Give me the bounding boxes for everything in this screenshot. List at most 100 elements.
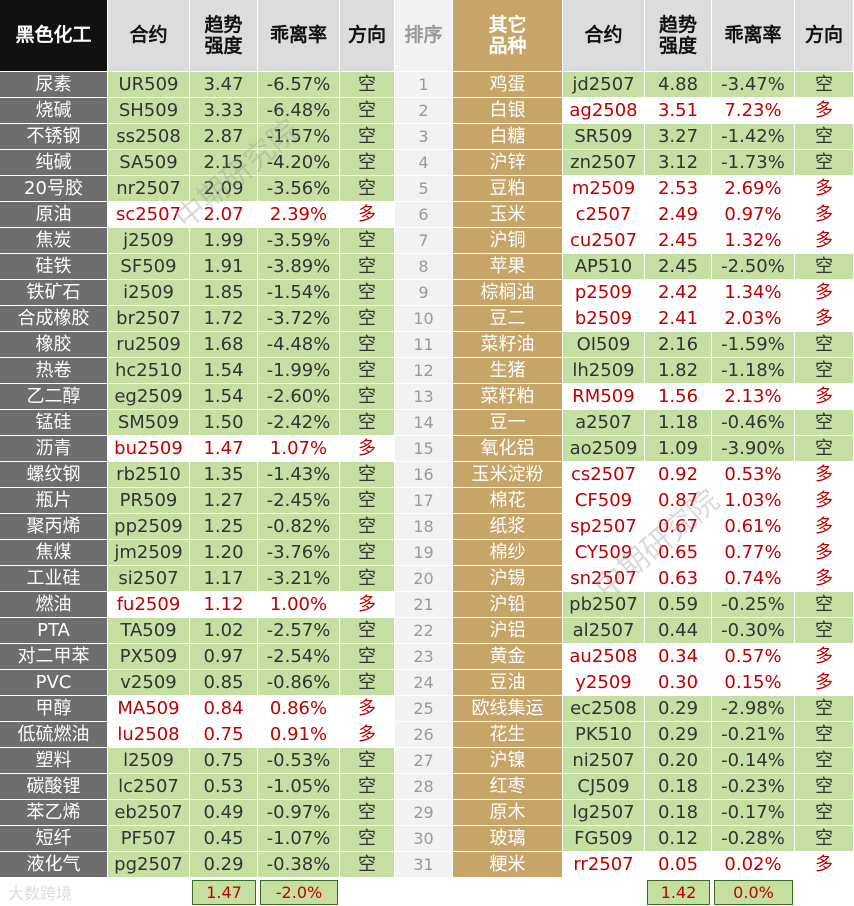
strength-cell: 0.92 — [645, 462, 712, 488]
rank-cell: 29 — [395, 800, 453, 826]
direction-cell: 多 — [795, 280, 854, 306]
name-cell: 短纤 — [0, 826, 108, 852]
strength-cell: 0.44 — [645, 618, 712, 644]
deviation-cell: -3.21% — [258, 566, 340, 592]
contract-cell: m2509 — [563, 176, 645, 202]
name-cell: 对二甲苯 — [0, 644, 108, 670]
strength-cell: 0.34 — [645, 644, 712, 670]
rank-cell: 21 — [395, 592, 453, 618]
contract-cell: b2509 — [563, 306, 645, 332]
header-cell: 方向 — [340, 0, 395, 72]
rank-cell: 2 — [395, 98, 453, 124]
rank-cell: 16 — [395, 462, 453, 488]
contract-cell: zn2507 — [563, 150, 645, 176]
strength-cell: 1.54 — [190, 384, 258, 410]
strength-cell: 0.20 — [645, 748, 712, 774]
deviation-cell: 0.53% — [712, 462, 795, 488]
name-cell: 瓶片 — [0, 488, 108, 514]
name-cell: 花生 — [453, 722, 563, 748]
direction-cell: 空 — [795, 410, 854, 436]
deviation-cell: 2.03% — [712, 306, 795, 332]
strength-cell: 1.50 — [190, 410, 258, 436]
contract-cell: sc2507 — [108, 202, 190, 228]
direction-cell: 多 — [795, 540, 854, 566]
direction-cell: 多 — [340, 436, 395, 462]
deviation-cell: -6.57% — [258, 72, 340, 98]
direction-cell: 空 — [340, 306, 395, 332]
direction-cell: 多 — [795, 670, 854, 696]
name-cell: 沪锡 — [453, 566, 563, 592]
header-cell: 趋势 强度 — [190, 0, 258, 72]
name-cell: 液化气 — [0, 852, 108, 878]
contract-cell: SH509 — [108, 98, 190, 124]
contract-cell: y2509 — [563, 670, 645, 696]
direction-cell: 空 — [795, 800, 854, 826]
rank-cell: 27 — [395, 748, 453, 774]
deviation-cell: -3.90% — [712, 436, 795, 462]
deviation-cell: -0.23% — [712, 774, 795, 800]
name-cell: 乙二醇 — [0, 384, 108, 410]
deviation-cell: 2.69% — [712, 176, 795, 202]
contract-cell: au2508 — [563, 644, 645, 670]
name-cell: 合成橡胶 — [0, 306, 108, 332]
deviation-cell: -2.98% — [712, 696, 795, 722]
deviation-cell: 2.13% — [712, 384, 795, 410]
contract-cell: PR509 — [108, 488, 190, 514]
deviation-cell: -2.57% — [258, 618, 340, 644]
logo: 大数跨境 — [8, 884, 73, 903]
name-cell: 尿素 — [0, 72, 108, 98]
strength-cell: 1.91 — [190, 254, 258, 280]
direction-cell: 空 — [795, 774, 854, 800]
name-cell: 白银 — [453, 98, 563, 124]
contract-cell: eb2507 — [108, 800, 190, 826]
deviation-cell: 1.00% — [258, 592, 340, 618]
contract-cell: ru2509 — [108, 332, 190, 358]
rank-cell: 24 — [395, 670, 453, 696]
rank-cell: 5 — [395, 176, 453, 202]
deviation-cell: 1.07% — [258, 436, 340, 462]
rank-cell: 28 — [395, 774, 453, 800]
direction-cell: 空 — [795, 748, 854, 774]
contract-cell: eg2509 — [108, 384, 190, 410]
header-line: 趋势 — [204, 13, 243, 36]
strength-cell: 0.49 — [190, 800, 258, 826]
name-cell: 豆油 — [453, 670, 563, 696]
deviation-cell: -1.99% — [258, 358, 340, 384]
direction-cell: 空 — [795, 696, 854, 722]
deviation-cell: -0.21% — [712, 722, 795, 748]
direction-cell: 空 — [795, 332, 854, 358]
direction-cell: 多 — [795, 462, 854, 488]
direction-cell: 多 — [795, 384, 854, 410]
contract-cell: j2509 — [108, 228, 190, 254]
deviation-cell: -0.25% — [712, 592, 795, 618]
contract-cell: lc2507 — [108, 774, 190, 800]
direction-cell: 多 — [795, 98, 854, 124]
direction-cell: 多 — [795, 306, 854, 332]
direction-cell: 空 — [340, 748, 395, 774]
name-cell: 菜籽油 — [453, 332, 563, 358]
direction-cell: 空 — [340, 150, 395, 176]
strength-cell: 2.42 — [645, 280, 712, 306]
header-line: 强度 — [658, 34, 697, 57]
strength-cell: 2.16 — [645, 332, 712, 358]
contract-cell: FG509 — [563, 826, 645, 852]
deviation-cell: 0.74% — [712, 566, 795, 592]
footer-strength: 1.42 — [647, 880, 710, 905]
name-cell: 玉米淀粉 — [453, 462, 563, 488]
direction-cell: 多 — [795, 488, 854, 514]
name-cell: 聚丙烯 — [0, 514, 108, 540]
name-cell: 工业硅 — [0, 566, 108, 592]
direction-cell: 空 — [340, 280, 395, 306]
strength-cell: 1.27 — [190, 488, 258, 514]
strength-cell: 1.56 — [645, 384, 712, 410]
direction-cell: 空 — [340, 540, 395, 566]
deviation-cell: -2.60% — [258, 384, 340, 410]
direction-cell: 空 — [795, 124, 854, 150]
strength-cell: 2.49 — [645, 202, 712, 228]
strength-cell: 3.12 — [645, 150, 712, 176]
direction-cell: 空 — [340, 462, 395, 488]
strength-cell: 1.54 — [190, 358, 258, 384]
name-cell: 低硫燃油 — [0, 722, 108, 748]
deviation-cell: -1.42% — [712, 124, 795, 150]
strength-cell: 0.45 — [190, 826, 258, 852]
